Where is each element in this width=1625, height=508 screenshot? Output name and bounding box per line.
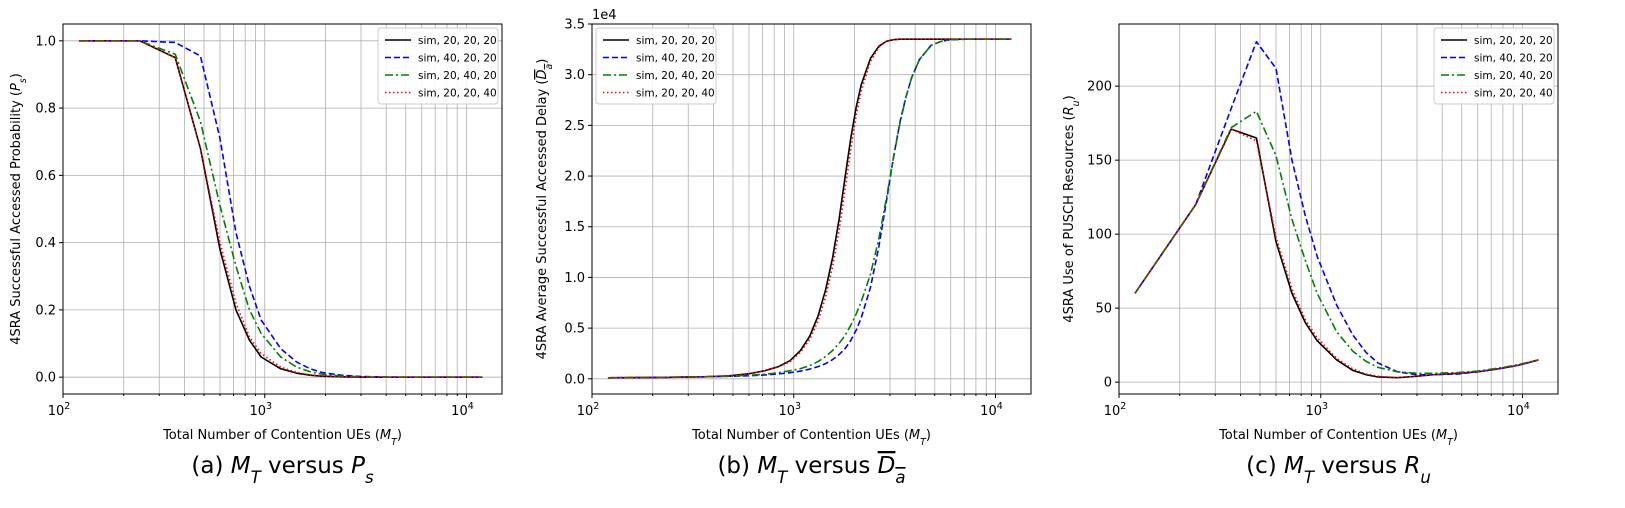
legend-label-1: sim, 20, 20, 20 — [1474, 35, 1553, 47]
legend-label-4: sim, 20, 20, 40 — [418, 87, 497, 99]
series-line-3 — [1134, 110, 1539, 375]
legend-label-3: sim, 20, 40, 20 — [636, 70, 715, 82]
chart-a: 0.0 0.2 0.4 0.6 0.8 1.0 102 103 104 Total Number … — [9, 23, 503, 487]
x-tick-label: 104 — [1507, 401, 1530, 419]
legend: sim, 20, 20, 20 sim, 40, 20, 20 sim, 20, 4… — [377, 27, 499, 105]
y-tick-label: 3.5 — [564, 18, 585, 33]
y-tick-label: 0.2 — [35, 303, 56, 318]
y-axis-label: 4SRA Successful Accessed Probability (Ps… — [9, 73, 29, 345]
x-tick-label: 102 — [48, 401, 71, 419]
series-line-4 — [1134, 128, 1539, 379]
series-group — [1134, 40, 1539, 379]
y-tick-label: 1.5 — [564, 220, 585, 235]
y-tick-label: 0.6 — [35, 169, 56, 184]
y-tick-label: 3.0 — [564, 68, 585, 83]
subfigure-caption: (c) MT versus Ru — [1246, 453, 1431, 487]
legend-label-4: sim, 20, 20, 40 — [636, 87, 715, 99]
y-axis-label: 4SRA Average Successful Accessed Delay (… — [535, 59, 555, 360]
legend-label-3: sim, 20, 40, 20 — [418, 70, 497, 82]
x-tick-label: 104 — [980, 401, 1003, 419]
axes-frame — [1118, 23, 1559, 395]
series-line-4 — [607, 38, 1012, 379]
series-group — [78, 40, 483, 378]
legend: sim, 20, 20, 20 sim, 40, 20, 20 sim, 20, 4… — [1433, 27, 1555, 105]
axes-frame — [591, 23, 1032, 395]
legend-box — [595, 27, 717, 105]
series-line-3 — [607, 38, 1012, 379]
grid — [62, 24, 502, 394]
y-tick-label: 0.0 — [35, 371, 56, 386]
y-tick-label: 100 — [1087, 228, 1112, 243]
series-line-2 — [1134, 40, 1539, 376]
y-tick-label: 0 — [1104, 376, 1112, 391]
subfigure-caption: (b) MT versus Da — [717, 453, 905, 487]
y-tick-label: 0.0 — [564, 372, 585, 387]
legend: sim, 20, 20, 20 sim, 40, 20, 20 sim, 20, 4… — [595, 27, 717, 105]
y-tick-label: 1.0 — [564, 271, 585, 286]
legend-label-1: sim, 20, 20, 20 — [418, 35, 497, 47]
x-tick-label: 104 — [451, 401, 474, 419]
y-tick-label: 150 — [1087, 154, 1112, 169]
x-tick-label: 102 — [1104, 401, 1127, 419]
chart-c: 0 50 100 150 200 102 103 104 Total Number of Con… — [1062, 23, 1559, 487]
legend-label-2: sim, 40, 20, 20 — [418, 52, 497, 64]
x-tick-label: 102 — [577, 401, 600, 419]
x-tick-label: 103 — [249, 401, 272, 419]
subfigure-caption: (a) MT versus Ps — [191, 453, 374, 487]
axes-frame — [62, 23, 503, 395]
y-tick-label: 50 — [1095, 302, 1112, 317]
legend-box — [377, 27, 499, 105]
y-axis-label: 4SRA Use of PUSCH Resources (Ru) — [1062, 95, 1082, 322]
y-tick-label: 0.5 — [564, 322, 585, 337]
x-axis-label: Total Number of Contention UEs (MT) — [691, 428, 931, 448]
series-line-4 — [78, 40, 483, 378]
legend-label-2: sim, 40, 20, 20 — [636, 52, 715, 64]
legend-label-2: sim, 40, 20, 20 — [1474, 52, 1553, 64]
legend-label-3: sim, 20, 40, 20 — [1474, 70, 1553, 82]
legend-label-4: sim, 20, 20, 40 — [1474, 87, 1553, 99]
y-tick-label: 200 — [1087, 80, 1112, 95]
legend-label-1: sim, 20, 20, 20 — [636, 35, 715, 47]
y-tick-label: 0.8 — [35, 102, 56, 117]
y-tick-label: 2.5 — [564, 119, 585, 134]
y-tick-label: 1.0 — [35, 34, 56, 49]
y-offset-label: 1e4 — [592, 8, 617, 23]
legend-box — [1433, 27, 1555, 105]
series-group — [607, 38, 1012, 379]
chart-b: 0.0 0.5 1.0 1.5 2.0 2.5 3.0 3.5 102 103 104 1e4 Tota… — [535, 8, 1032, 487]
y-tick-label: 0.4 — [35, 236, 56, 251]
series-line-3 — [78, 40, 483, 378]
x-axis-label: Total Number of Contention UEs (MT) — [1218, 428, 1458, 448]
y-tick-label: 2.0 — [564, 170, 585, 185]
x-axis-label: Total Number of Contention UEs (MT) — [162, 428, 402, 448]
x-tick-label: 103 — [778, 401, 801, 419]
x-tick-label: 103 — [1305, 401, 1328, 419]
